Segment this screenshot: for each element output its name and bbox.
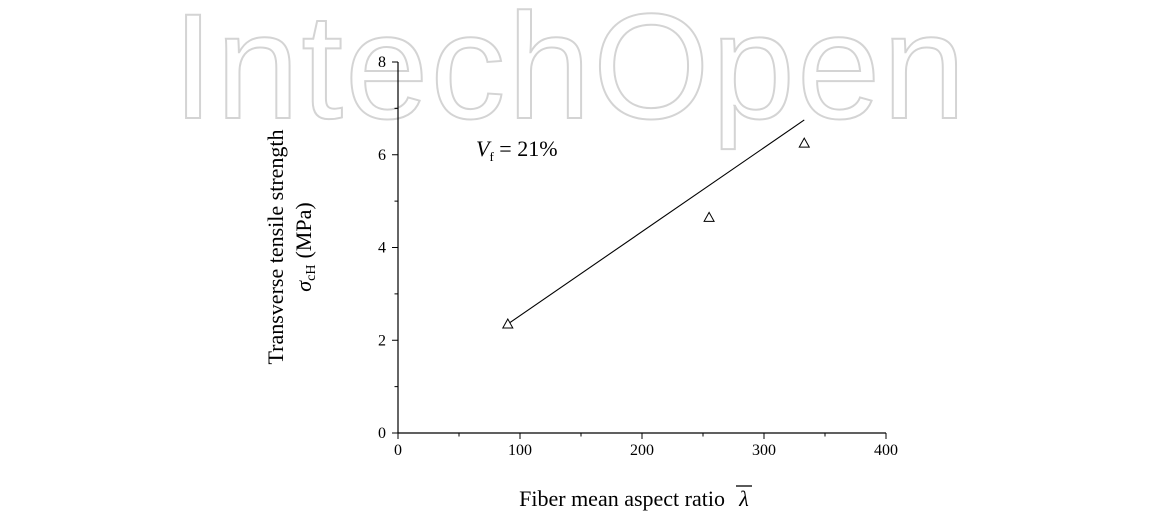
y-tick-label: 8 xyxy=(378,54,386,71)
y-axis-title-line2: σcH (MPa) xyxy=(291,202,319,291)
plot-area: 0 100 200 300 400 0 2 4 6 8 xyxy=(378,54,898,459)
x-tick-label: 100 xyxy=(508,442,532,459)
y-axis-subscript: cH xyxy=(304,265,319,281)
y-tick-label: 6 xyxy=(378,147,386,164)
data-point-triangle xyxy=(501,317,514,329)
x-axis-symbol: λ xyxy=(738,486,749,511)
x-tick-label: 300 xyxy=(752,442,776,459)
y-axis-title-line1: Transverse tensile strength xyxy=(263,129,288,364)
annotation-rest: = 21% xyxy=(494,136,558,161)
x-tick-label: 400 xyxy=(874,442,898,459)
x-axis-title: Fiber mean aspect ratio xyxy=(519,486,725,511)
data-point-triangle xyxy=(703,211,715,222)
x-tick-label: 0 xyxy=(394,442,402,459)
y-tick-label: 2 xyxy=(378,332,386,349)
annotation-sub: f xyxy=(489,149,494,164)
y-tick-label: 4 xyxy=(378,240,386,257)
y-axis-symbol: σ xyxy=(291,280,316,292)
data-series xyxy=(501,119,811,329)
y-ticks: 0 2 4 6 8 xyxy=(378,54,398,442)
x-tick-label: 200 xyxy=(630,442,654,459)
data-point-triangle xyxy=(798,137,811,148)
annotation-var: V xyxy=(476,136,492,161)
y-tick-label: 0 xyxy=(378,425,386,442)
annotation: Vf = 21% xyxy=(476,136,558,164)
fit-line xyxy=(507,119,805,325)
watermark: IntechOpen xyxy=(171,0,968,151)
x-ticks: 0 100 200 300 400 xyxy=(394,433,898,459)
y-axis-unit: (MPa) xyxy=(291,202,316,258)
watermark-text: IntechOpen xyxy=(172,0,968,150)
